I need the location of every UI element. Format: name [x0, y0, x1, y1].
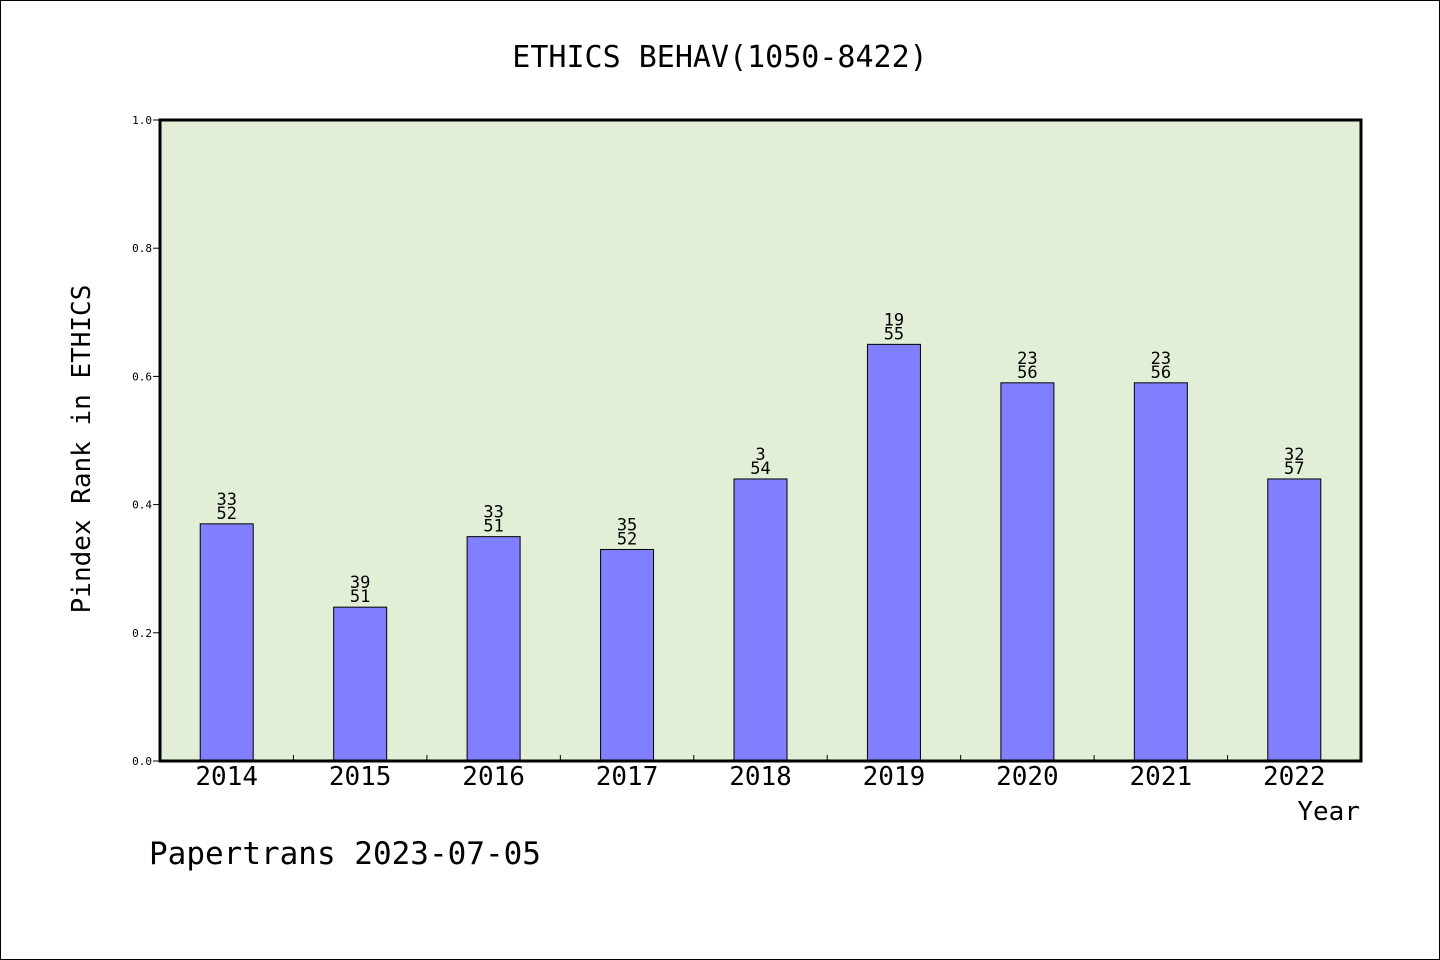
- bar-2016: [466, 536, 521, 762]
- y-axis-label: Pindex Rank in ETHICS: [67, 285, 97, 614]
- x-tick-labels: 2014 2015 2016 2017 2018 2019 2020 2021 2022: [195, 762, 1325, 792]
- y-tick-label: 0.0: [132, 755, 152, 768]
- y-tick-label: 0.8: [132, 242, 152, 255]
- bar-label-bottom: 56: [1151, 363, 1171, 383]
- bar-label-bottom: 51: [483, 517, 503, 537]
- y-tick-label: 0.6: [132, 370, 152, 383]
- x-tick-label: 2020: [996, 762, 1059, 792]
- x-tick-label: 2017: [596, 762, 659, 792]
- y-axis-ticks: 0.0 0.2 0.4 0.6 0.8 1.0: [132, 114, 160, 768]
- footer-text: Papertrans 2023-07-05: [149, 836, 541, 872]
- bar-2018: [733, 478, 788, 762]
- bars: [199, 343, 1322, 762]
- bar-label-top: 33: [483, 503, 503, 523]
- bar-label-bottom: 54: [750, 459, 770, 479]
- bar-label-top: 3: [755, 445, 765, 465]
- bar-2015: [333, 606, 388, 762]
- bar-label-bottom: 55: [884, 324, 904, 344]
- y-tick-label: 0.4: [132, 499, 152, 512]
- x-tick-label: 2016: [462, 762, 525, 792]
- bar-2019: [866, 343, 921, 762]
- bar-label-top: 19: [884, 310, 904, 330]
- bar-2017: [600, 548, 655, 762]
- x-tick-label: 2021: [1130, 762, 1193, 792]
- bar-label-bottom: 52: [617, 529, 637, 549]
- plot-frame: [158, 118, 1363, 763]
- bar-2014: [199, 523, 254, 762]
- bar-2021: [1133, 382, 1188, 762]
- bar-label-top: 35: [617, 515, 637, 535]
- bar-label-top: 23: [1017, 349, 1037, 369]
- bar-label-top: 32: [1284, 445, 1304, 465]
- bar-label-bottom: 52: [216, 504, 236, 524]
- bar-label-bottom: 51: [350, 587, 370, 607]
- bar-label-bottom: 57: [1284, 459, 1304, 479]
- x-axis-label: Year: [1297, 797, 1360, 827]
- x-tick-label: 2022: [1263, 762, 1326, 792]
- bar-label-top: 33: [216, 490, 236, 510]
- x-tick-label: 2018: [729, 762, 792, 792]
- bar-label-bottom: 56: [1017, 363, 1037, 383]
- y-tick-label: 1.0: [132, 114, 152, 127]
- bar-2020: [1000, 382, 1055, 762]
- chart-title: ETHICS BEHAV(1050-8422): [512, 40, 927, 75]
- y-tick-label: 0.2: [132, 627, 152, 640]
- x-tick-label: 2015: [329, 762, 392, 792]
- bar-label-top: 39: [350, 573, 370, 593]
- x-tick-label: 2019: [863, 762, 926, 792]
- x-tick-label: 2014: [195, 762, 258, 792]
- bar-label-top: 23: [1151, 349, 1171, 369]
- bar-2022: [1267, 478, 1322, 762]
